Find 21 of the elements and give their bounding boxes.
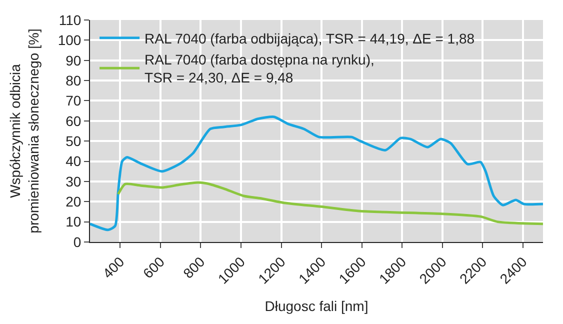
y-tick-label: 50 [66, 132, 82, 149]
x-axis-title: Długosc fali [nm] [264, 298, 368, 314]
y-axis-title: Współczynnik odbicia promieniowania słonecznego [%] [7, 28, 42, 234]
y-tick-label: 0 [73, 234, 82, 250]
legend-label: RAL 7040 (farba dostępna na rynku), TSR = 24,30, ΔE = 9,48 [144, 51, 374, 86]
line-series [90, 116, 543, 232]
x-tick-label: 800 [180, 253, 208, 282]
line-series [116, 181, 543, 226]
y-tick-label: 110 [58, 12, 82, 28]
legend-label: RAL 7040 (farba odbijająca), TSR = 44,19, ΔE = 1,88 [144, 30, 475, 46]
y-tick-label: 20 [66, 194, 82, 210]
y-tick-label: 70 [66, 92, 82, 109]
y-tick-label: 80 [66, 72, 82, 88]
y-tick-label: 10 [66, 214, 82, 230]
y-tick-label: 90 [66, 52, 82, 68]
y-tick-label: 30 [66, 173, 82, 190]
y-tick-label: 60 [66, 112, 82, 129]
y-tick-label: 40 [66, 153, 82, 170]
x-tick-label: 400 [99, 253, 128, 282]
x-tick-label: 600 [140, 253, 168, 282]
y-tick-label: 100 [58, 32, 82, 48]
